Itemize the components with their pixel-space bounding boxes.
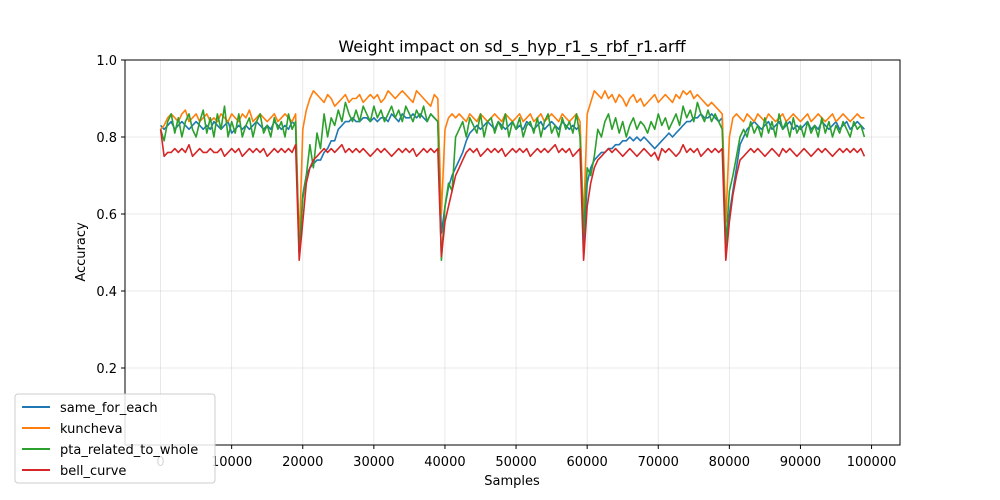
- legend-label: same_for_each: [60, 401, 158, 416]
- x-axis-label: Samples: [484, 474, 540, 489]
- series-line-bell-curve: [159, 129, 866, 262]
- series-line-pta-related-to-whole: [159, 101, 866, 262]
- legend-label: kuncheva: [60, 422, 123, 437]
- plot-frame: [124, 59, 901, 446]
- x-tick-label: 80000: [709, 455, 750, 470]
- x-tick-label: 30000: [353, 455, 394, 470]
- x-tick-label: 70000: [638, 455, 679, 470]
- legend-entries: same_for_each kuncheva pta_related_to_whol…: [22, 401, 198, 479]
- y-tick-label: 0.6: [96, 208, 117, 223]
- y-tick-label: 0.2: [96, 362, 117, 377]
- legend-label: pta_related_to_whole: [60, 443, 198, 458]
- y-tick-label: 0.8: [96, 131, 117, 146]
- legend: same_for_each kuncheva pta_related_to_whol…: [14, 393, 216, 484]
- x-axis-ticks: 0100002000030000400005000060000700008000…: [156, 445, 896, 470]
- x-tick-label: 50000: [495, 455, 536, 470]
- y-axis-label: Accuracy: [74, 222, 89, 282]
- y-axis-ticks: 0.2 0.4 0.6 0.8 1.0: [96, 54, 125, 377]
- x-tick-label: 40000: [424, 455, 465, 470]
- chart-title: Weight impact on sd_s_hyp_r1_s_rbf_r1.ar…: [338, 37, 686, 57]
- legend-label: bell_curve: [60, 464, 126, 479]
- x-tick-label: 20000: [282, 455, 323, 470]
- legend-box: [14, 393, 216, 484]
- x-tick-label: 100000: [847, 455, 897, 470]
- x-tick-label: 60000: [566, 455, 607, 470]
- x-tick-label: 10000: [211, 455, 252, 470]
- y-tick-label: 0.4: [96, 285, 117, 300]
- series-lines: [159, 90, 866, 262]
- y-tick-label: 1.0: [96, 54, 117, 69]
- x-tick-label: 90000: [780, 455, 821, 470]
